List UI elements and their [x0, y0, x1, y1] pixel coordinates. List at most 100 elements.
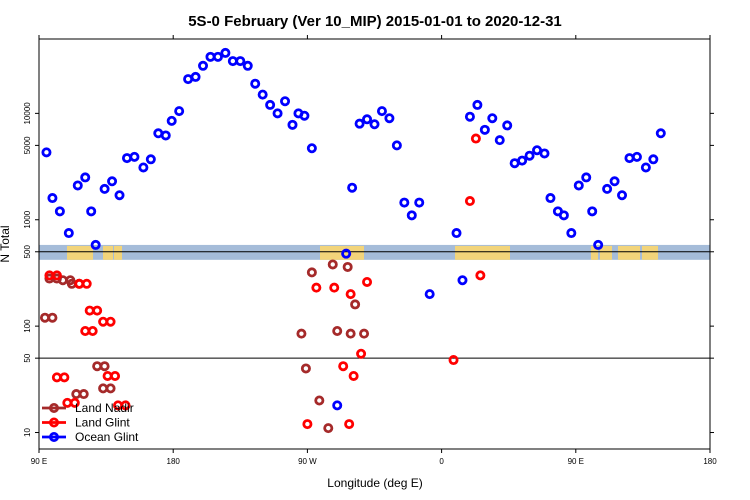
- data-point: [558, 210, 569, 221]
- data-point: [51, 372, 62, 383]
- data-point: [640, 162, 651, 173]
- data-point: [113, 400, 124, 411]
- data-point: [145, 154, 156, 165]
- data-point: [472, 99, 483, 110]
- land-patch: [88, 245, 93, 260]
- data-point: [44, 270, 55, 281]
- data-point: [299, 110, 310, 121]
- x-tick-label: 90 E: [568, 457, 584, 466]
- data-point: [524, 150, 535, 161]
- data-point: [587, 206, 598, 217]
- data-point: [102, 370, 113, 381]
- data-point: [624, 153, 635, 164]
- y-tick-label: 50: [23, 353, 32, 362]
- data-point: [464, 111, 475, 122]
- legend-item: Land Glint: [42, 416, 130, 430]
- data-point: [362, 114, 373, 125]
- data-points: [39, 47, 666, 434]
- data-point: [306, 267, 317, 278]
- land-patch: [618, 245, 640, 260]
- data-point: [406, 210, 417, 221]
- data-point: [332, 326, 343, 337]
- data-point: [502, 120, 513, 131]
- legend-item: Ocean Glint: [42, 430, 139, 444]
- data-point: [329, 282, 340, 293]
- plot-frame: [38, 38, 711, 450]
- data-point: [54, 206, 65, 217]
- data-point: [121, 153, 132, 164]
- data-point: [41, 147, 52, 158]
- y-tick-label: 100: [23, 319, 32, 333]
- data-point: [348, 370, 359, 381]
- x-axis: 90 E 180 90 W 0 90 E 180: [31, 35, 717, 466]
- data-point: [566, 228, 577, 239]
- data-point: [451, 228, 462, 239]
- legend-label: Land Glint: [75, 416, 130, 430]
- land-band: [39, 244, 710, 260]
- x-tick-label: 90 W: [298, 457, 317, 466]
- data-point: [314, 395, 325, 406]
- data-point: [235, 56, 246, 67]
- data-point: [160, 130, 171, 141]
- data-point: [376, 106, 387, 117]
- data-point: [369, 119, 380, 130]
- data-point: [63, 228, 74, 239]
- y-tick-label: 5000: [23, 136, 32, 154]
- x-tick-label: 0: [439, 457, 444, 466]
- data-point: [354, 118, 365, 129]
- data-point: [272, 108, 283, 119]
- data-point: [581, 172, 592, 183]
- data-point: [80, 172, 91, 183]
- data-point: [242, 60, 253, 71]
- data-point: [342, 261, 353, 272]
- data-point: [198, 60, 209, 71]
- data-point: [350, 299, 361, 310]
- data-point: [98, 316, 109, 327]
- data-point: [250, 78, 261, 89]
- land-patch: [103, 245, 113, 260]
- data-point: [347, 182, 358, 193]
- data-point: [287, 119, 298, 130]
- data-point: [345, 289, 356, 300]
- data-point: [47, 193, 58, 204]
- data-point: [280, 96, 291, 107]
- data-point: [71, 389, 82, 400]
- data-point: [475, 270, 486, 281]
- data-point: [517, 155, 528, 166]
- series-ocean-glint: [41, 47, 666, 411]
- data-point: [74, 278, 85, 289]
- data-point: [39, 312, 50, 323]
- y-tick-label: 500: [23, 245, 32, 259]
- land-patch: [642, 245, 658, 260]
- data-point: [655, 128, 666, 139]
- data-point: [532, 145, 543, 156]
- legend-marker: [49, 402, 60, 413]
- data-point: [648, 154, 659, 165]
- data-point: [98, 383, 109, 394]
- data-point: [539, 148, 550, 159]
- data-point: [220, 47, 231, 58]
- x-tick-label: 180: [167, 457, 181, 466]
- x-axis-label: Longitude (deg E): [327, 476, 422, 490]
- land-patch: [455, 245, 510, 260]
- data-point: [479, 124, 490, 135]
- data-point: [327, 259, 338, 270]
- data-point: [86, 206, 97, 217]
- reference-lines: [39, 251, 710, 359]
- y-tick-label: 1000: [23, 210, 32, 228]
- data-point: [494, 135, 505, 146]
- chart-title: 5S-0 February (Ver 10_MIP) 2015-01-01 to…: [188, 13, 562, 30]
- data-point: [166, 115, 177, 126]
- ocean-band: [39, 244, 710, 260]
- data-point: [80, 326, 91, 337]
- data-point: [470, 133, 481, 144]
- land-patch: [600, 245, 612, 260]
- legend-item: Land Nadir: [42, 401, 134, 415]
- data-point: [99, 183, 110, 194]
- data-point: [345, 328, 356, 339]
- data-point: [92, 361, 103, 372]
- data-point: [356, 348, 367, 359]
- land-patch: [67, 245, 88, 260]
- data-point: [464, 196, 475, 207]
